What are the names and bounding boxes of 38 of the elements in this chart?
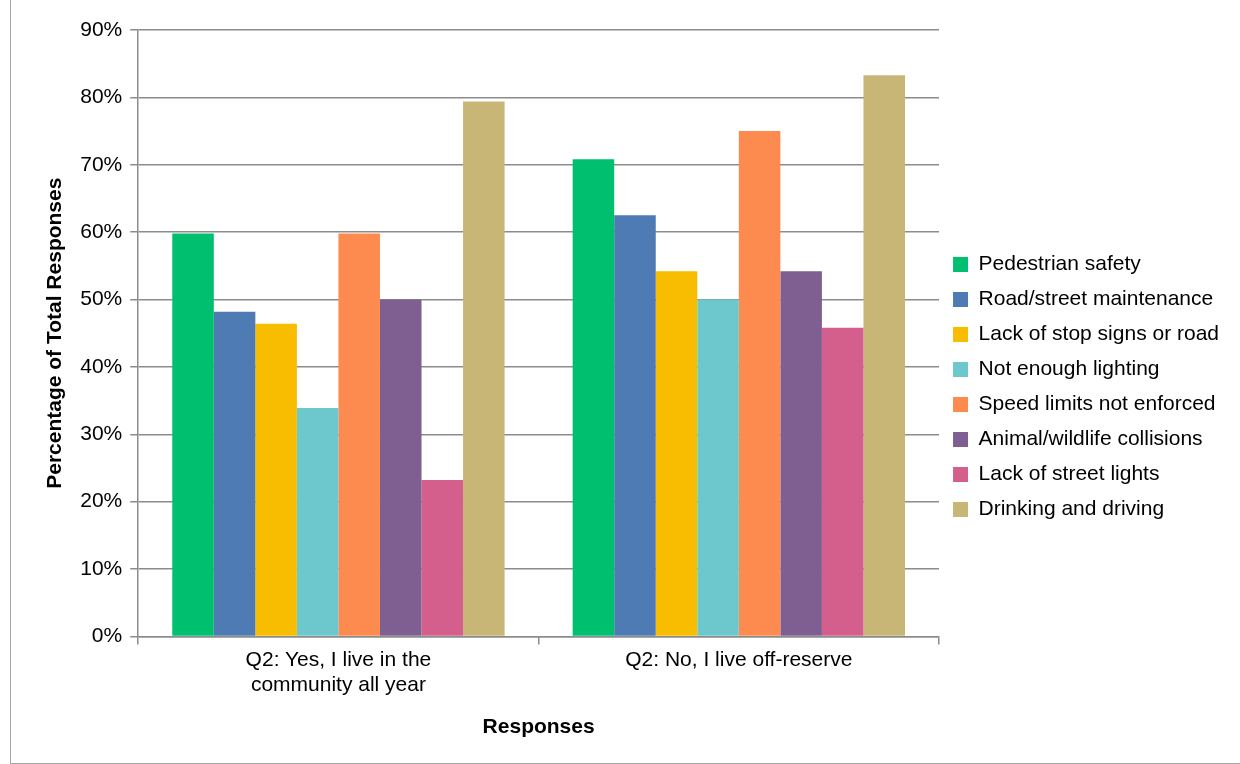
y-tick-label: 10% [80, 555, 123, 579]
y-tick-label: 20% [80, 488, 123, 512]
legend-label: Speed limits not enforced [978, 391, 1216, 415]
bar [863, 75, 905, 636]
y-tick-label: 60% [80, 218, 123, 242]
legend-label: Lack of street lights [978, 461, 1160, 485]
y-tick-label: 70% [80, 151, 123, 175]
legend-label: Animal/wildlife collisions [978, 426, 1203, 450]
bar [697, 299, 739, 636]
bar [172, 233, 214, 636]
bar [338, 233, 380, 636]
legend-label: Road/street maintenance [978, 286, 1214, 310]
bar [614, 215, 656, 636]
bar [738, 131, 781, 636]
y-tick-label: 90% [80, 16, 123, 40]
y-axis-title: Percentage of Total Responses [42, 177, 66, 489]
x-tick-label: Q2: No, I live off-reserve [625, 646, 853, 670]
bar [463, 101, 505, 636]
x-axis-title: Responses [482, 714, 595, 738]
y-tick-label: 50% [80, 286, 123, 310]
y-tick-label: 0% [91, 623, 123, 647]
bar [655, 271, 698, 636]
y-tick-label: 30% [80, 421, 123, 445]
bar [213, 311, 256, 636]
bar [296, 407, 339, 636]
bar [780, 271, 822, 636]
bar [821, 327, 864, 636]
bar [421, 480, 464, 636]
legend-label: Drinking and driving [978, 496, 1165, 520]
legend-label: Not enough lighting [978, 356, 1160, 380]
legend-label: Lack of stop signs or road [978, 321, 1219, 345]
bar [379, 299, 422, 636]
bar [572, 159, 615, 636]
x-tick-label: Q2: Yes, I live in the community all year [245, 646, 432, 695]
y-tick-label: 40% [80, 353, 123, 377]
bar [255, 323, 297, 636]
legend-label: Pedestrian safety [978, 251, 1142, 275]
y-tick-label: 80% [80, 84, 123, 108]
